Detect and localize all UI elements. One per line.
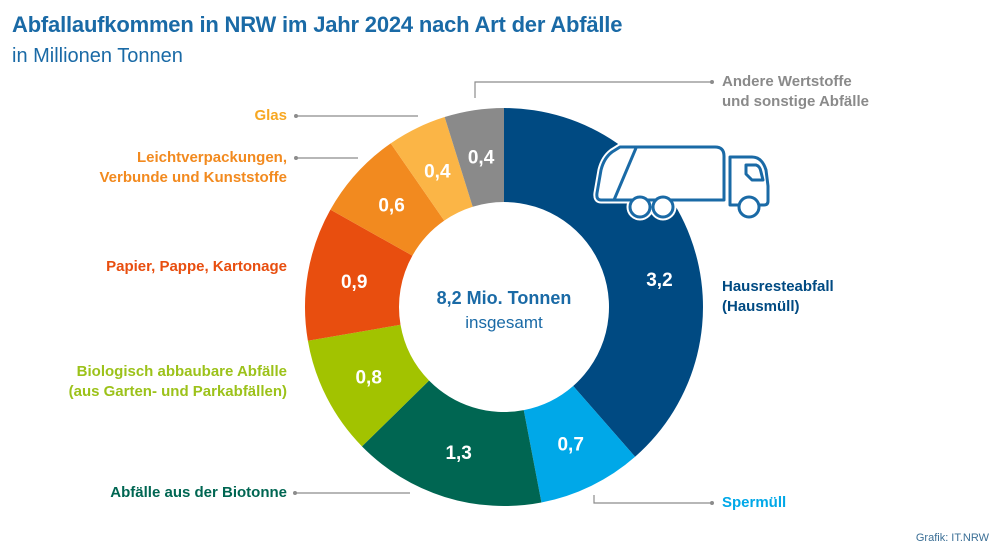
label-sperrmuell-line-1: Spermüll: [722, 494, 787, 511]
label-papier: Papier, Pappe, Kartonage: [106, 257, 287, 277]
label-lvp-line-1: Leichtverpackungen,: [136, 149, 287, 166]
value-label-garten: 0,8: [355, 367, 381, 388]
label-garten-line-1: Biologisch abbaubare Abfälle: [76, 363, 287, 380]
slice-garten: [307, 324, 430, 447]
label-glas: Glas: [254, 106, 287, 126]
slice-sperrmuell: [523, 385, 636, 503]
source-credit: Grafik: IT.NRW: [915, 532, 989, 544]
label-lvp-line-2: Verbunde und Kunststoffe: [99, 169, 288, 186]
leader-lvp-dot: [294, 156, 298, 160]
label-hausmuell-line-1: Hausresteabfall: [722, 278, 834, 295]
value-labels: 3,2 0,7 1,3 0,8 0,9 0,6 0,4 0,4: [341, 148, 673, 464]
value-label-glas: 0,4: [424, 161, 451, 182]
label-biotonne-line-1: Abfälle aus der Biotonne: [110, 484, 287, 501]
value-label-biotonne: 1,3: [445, 443, 471, 464]
value-label-sperrmuell: 0,7: [557, 435, 583, 456]
label-garten-line-2: (aus Garten- und Parkabfällen): [68, 383, 287, 400]
leader-lines: [293, 80, 714, 505]
leader-andere-dot: [710, 80, 714, 84]
slice-papier: [305, 209, 413, 341]
chart-title: Abfallaufkommen in NRW im Jahr 2024 nach…: [12, 12, 623, 37]
chart-subtitle: in Millionen Tonnen: [12, 45, 183, 67]
label-garten: Biologisch abbaubare Abfälle (aus Garten…: [69, 362, 287, 402]
slice-lvp: [330, 143, 445, 256]
value-label-andere: 0,4: [468, 148, 495, 169]
slice-andere: [444, 108, 504, 207]
label-biotonne: Abfälle aus der Biotonne: [110, 483, 287, 503]
label-hausmuell: Hausresteabfall (Hausmüll): [722, 277, 834, 317]
value-label-lvp: 0,6: [378, 196, 404, 217]
value-label-papier: 0,9: [341, 272, 367, 293]
leader-biotonne-dot: [293, 491, 297, 495]
leader-sperrmuell-dot: [710, 501, 714, 505]
label-andere-line-1: Andere Wertstoffe: [722, 73, 852, 90]
slice-glas: [390, 117, 473, 221]
slice-biotonne: [361, 380, 542, 506]
leader-sperrmuell: [593, 495, 712, 504]
label-glas-line-1: Glas: [254, 107, 287, 124]
label-papier-line-1: Papier, Pappe, Kartonage: [106, 258, 287, 275]
label-sperrmuell: Spermüll: [722, 493, 786, 513]
label-andere-line-2: und sonstige Abfälle: [722, 93, 869, 110]
leader-glas-dot: [294, 114, 298, 118]
leader-andere: [474, 81, 712, 98]
center-sub-label: insgesamt: [465, 313, 543, 332]
label-andere: Andere Wertstoffe und sonstige Abfälle: [722, 72, 869, 112]
value-label-hausmuell: 3,2: [646, 270, 672, 291]
label-lvp: Leichtverpackungen, Verbunde und Kunstst…: [100, 148, 288, 188]
label-hausmuell-line-2: (Hausmüll): [722, 298, 800, 315]
garbage-truck-icon: [593, 143, 772, 221]
center-total-label: 8,2 Mio. Tonnen: [437, 288, 572, 308]
